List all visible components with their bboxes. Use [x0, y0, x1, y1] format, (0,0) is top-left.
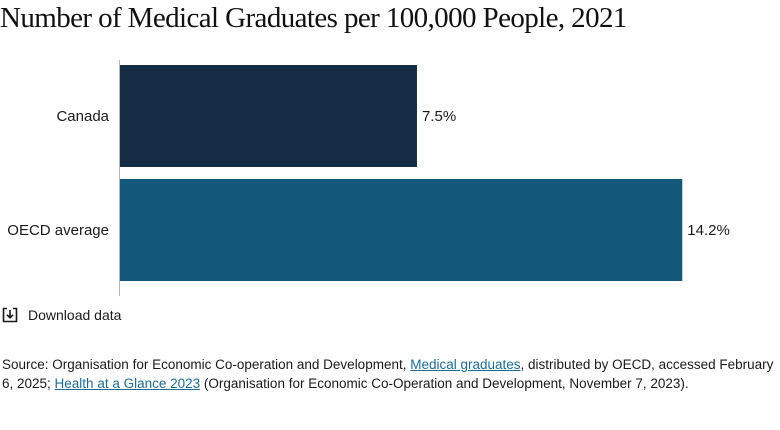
source-suffix: (Organisation for Economic Co-Operation … — [200, 376, 689, 391]
category-label-canada: Canada — [56, 108, 109, 125]
value-label-oecd-average: 14.2% — [687, 222, 730, 239]
download-data-button[interactable]: Download data — [2, 305, 121, 325]
bar-canada — [120, 65, 417, 167]
bar-oecd-average — [120, 179, 683, 281]
download-icon — [2, 307, 18, 323]
source-prefix: Source: Organisation for Economic Co-ope… — [2, 357, 411, 372]
chart-title: Number of Medical Graduates per 100,000 … — [0, 2, 627, 34]
source-middle: , distributed by OECD, accessed February… — [2, 357, 774, 391]
value-label-canada: 7.5% — [422, 108, 456, 125]
source-note: Source: Organisation for Economic Co-ope… — [2, 355, 774, 393]
health-at-a-glance-link[interactable]: Health at a Glance 2023 — [54, 376, 201, 391]
category-label-oecd-average: OECD average — [7, 222, 109, 239]
download-label: Download data — [28, 307, 122, 323]
medical-graduates-link[interactable]: Medical graduates — [410, 357, 521, 372]
bar-chart: Canada 7.5% OECD average 14.2% — [7, 60, 730, 296]
bars-group: Canada 7.5% OECD average 14.2% — [7, 65, 730, 281]
